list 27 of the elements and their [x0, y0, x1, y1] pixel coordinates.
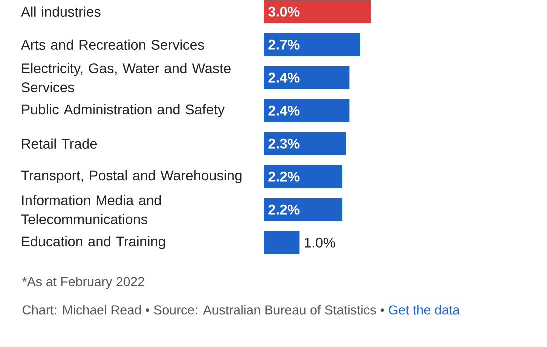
data-label: 2.2% [268, 172, 300, 182]
bar [264, 66, 350, 90]
y-tick-label: Transport, Postal and Warehousing [21, 170, 242, 184]
y-tick-label: All industries [21, 6, 101, 18]
bar [264, 231, 300, 254]
y-tick-label: Information Media and Telecommunications [21, 195, 162, 225]
data-label: 3.0% [268, 6, 300, 17]
text: *As at February 2022 [22, 276, 144, 290]
bar [264, 198, 343, 222]
y-tick-label: Retail Trade [22, 138, 98, 150]
bar [264, 165, 343, 188]
text: Get the data [389, 305, 460, 315]
bar [264, 99, 350, 122]
data-label: 2.7% [268, 40, 300, 50]
data-label: 2.4% [268, 106, 300, 116]
bar [264, 0, 372, 24]
bar [264, 132, 346, 156]
y-tick-label: Electricity, Gas, Water and Waste Services [22, 63, 231, 93]
text: Chart: Michael Read • Source: Australian Bureau of Statistics • [22, 305, 384, 315]
data-label: 2.4% [268, 72, 300, 83]
y-tick-label: Arts and Recreation Services [21, 40, 204, 50]
y-tick-label: Public Administration and Safety [22, 104, 225, 118]
data-label: 2.2% [268, 204, 300, 215]
bar [264, 33, 360, 56]
data-label: 2.3% [268, 138, 300, 149]
y-tick-label: Education and Training [22, 236, 166, 250]
data-label: 1.0% [304, 238, 336, 248]
